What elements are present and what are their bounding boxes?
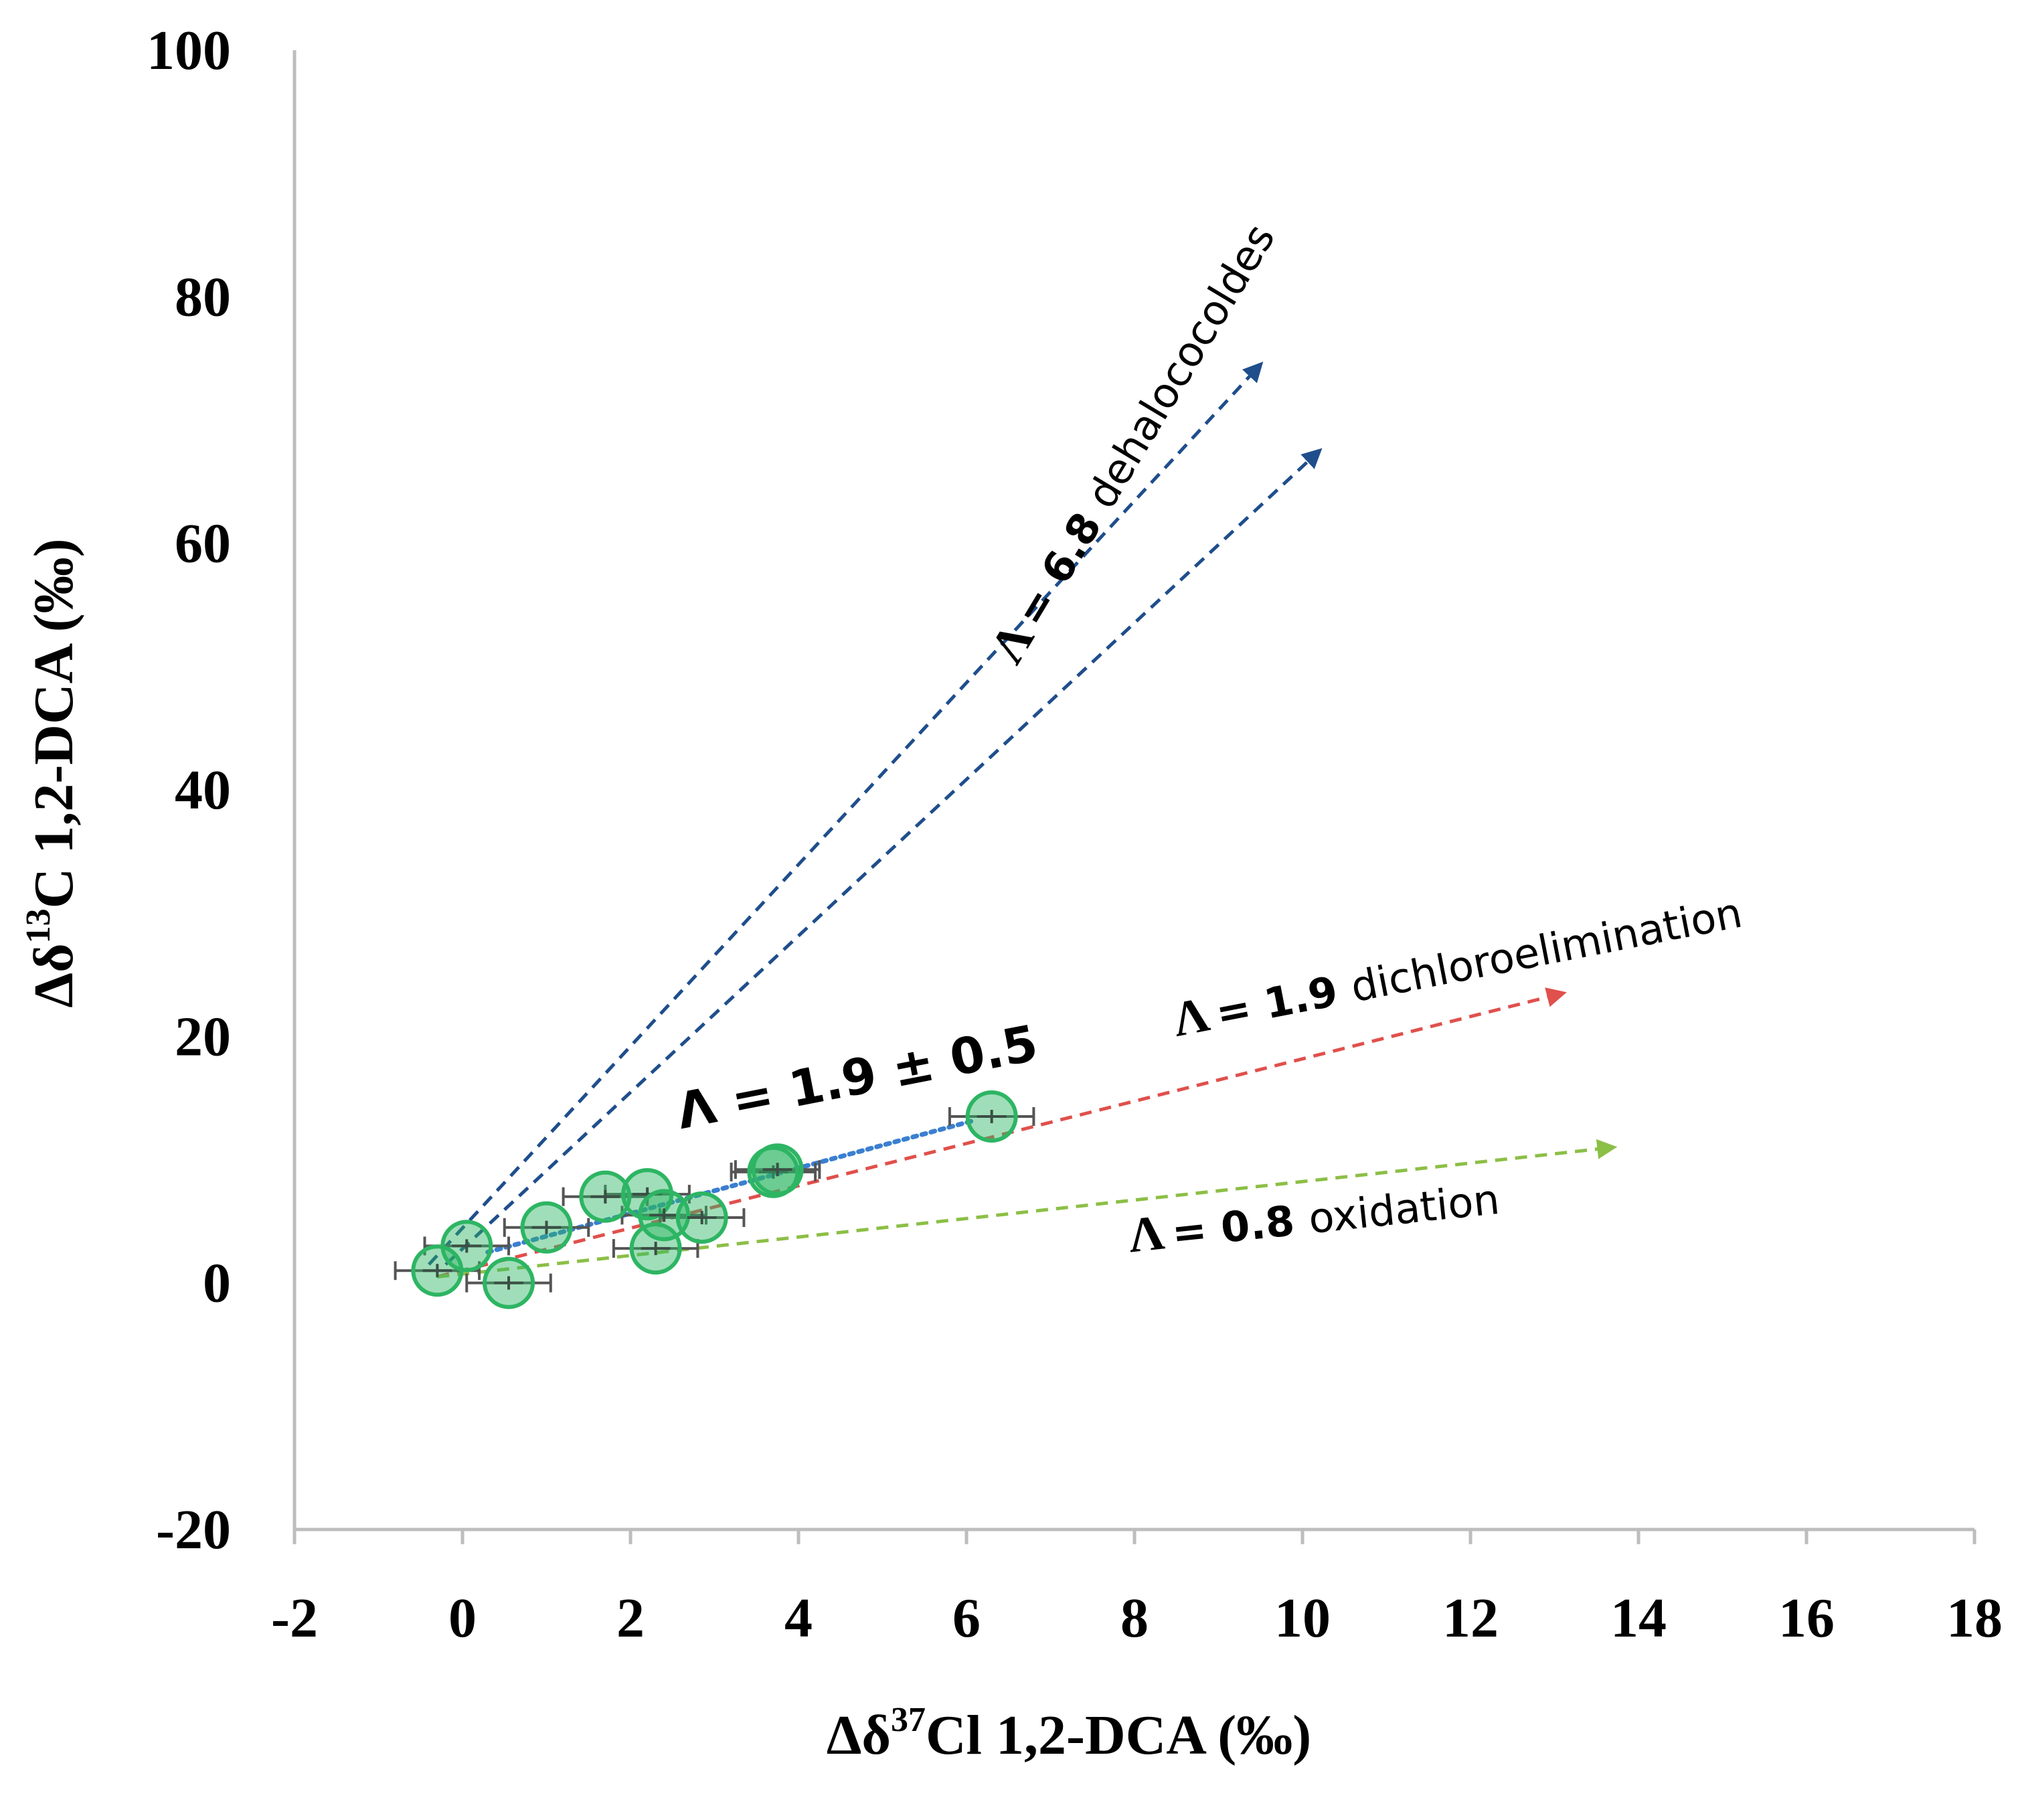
annotation-dehalo: Λ= 6.8dehalococoldes [980, 213, 1286, 672]
reference-line-oxidation [437, 1139, 1618, 1278]
annotation-label: dichloroelimination [1347, 888, 1746, 1012]
y-tick-label: 20 [175, 1005, 231, 1068]
x-axis-title-prefix: Δδ [827, 1704, 891, 1766]
x-tick-label: -2 [271, 1587, 318, 1649]
y-axis-title: Δδ13C 1,2-DCA (‰) [19, 538, 85, 1007]
x-tick-label: 16 [1778, 1587, 1835, 1649]
x-tick-label: 14 [1610, 1587, 1667, 1649]
reference-lines [427, 361, 1618, 1278]
reference-line-dichloroelimination [436, 987, 1567, 1278]
x-tick-label: 8 [1120, 1587, 1149, 1649]
x-axis-ticks: -2 0 2 4 6 8 10 12 14 16 18 [271, 1529, 2003, 1649]
annotation-label: oxidation [1307, 1175, 1502, 1244]
x-tick-label: 6 [952, 1587, 981, 1649]
annotation-value: = 1.9 [1212, 967, 1342, 1038]
y-tick-label: 0 [203, 1252, 231, 1315]
annotation-oxid: Λ= 0.8 oxidation [1126, 1170, 1502, 1264]
y-tick-label: 60 [175, 513, 231, 575]
y-axis-title-prefix: Δδ [23, 943, 85, 1007]
y-axis-ticks: -20 0 20 40 60 80 100 [147, 19, 231, 1561]
annotation-value: = 0.8 [1169, 1196, 1296, 1258]
x-tick-label: 18 [1946, 1587, 2003, 1649]
reference-line-dehalococoides-lower [444, 448, 1323, 1266]
x-axis-title: Δδ37Cl 1,2-DCA (‰) [827, 1701, 1312, 1766]
y-tick-label: -20 [156, 1499, 231, 1561]
annotation-symbol: Λ [1126, 1205, 1167, 1263]
x-axis-title-sup: 37 [891, 1701, 926, 1739]
x-tick-label: 0 [448, 1587, 477, 1649]
x-tick-label: 12 [1442, 1587, 1499, 1649]
data-points [411, 1090, 1018, 1309]
x-tick-label: 4 [784, 1587, 813, 1649]
y-tick-label: 80 [175, 266, 231, 328]
y-axis-title-rest: C 1,2-DCA (‰) [23, 538, 85, 908]
annotation-value: = 6.8 [1006, 504, 1111, 635]
reference-line-dehalococoides-upper [427, 361, 1264, 1266]
y-tick-label: 100 [147, 19, 231, 82]
x-tick-label: 10 [1274, 1587, 1331, 1649]
y-tick-label: 40 [175, 759, 231, 821]
y-axis-title-sup: 13 [19, 908, 58, 943]
annotation-label: dehalococoldes [1077, 216, 1284, 517]
axes [292, 50, 1974, 1532]
annotation-symbol: Λ [1168, 987, 1213, 1048]
annotation-dichloro: Λ= 1.9 dichloroelimination [1168, 884, 1746, 1048]
x-tick-label: 2 [616, 1587, 645, 1649]
x-axis-title-rest: Cl 1,2-DCA (‰) [926, 1704, 1311, 1766]
